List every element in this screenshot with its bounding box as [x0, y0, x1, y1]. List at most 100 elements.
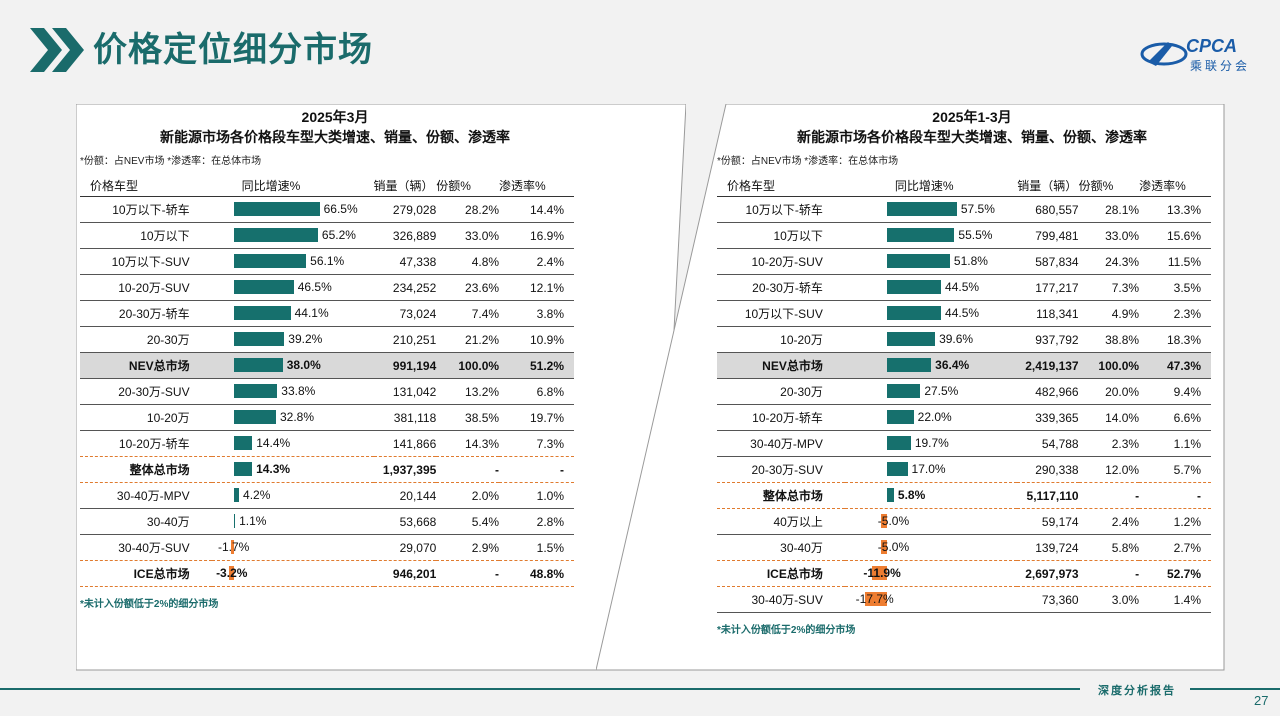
penetration-value: 6.8%	[499, 378, 574, 405]
table-row: 10-20万-SUV 46.5% 234,252 23.6% 12.1%	[80, 274, 574, 301]
bar-cell: 55.5%	[844, 222, 1018, 249]
row-label: 10万以下-SUV	[80, 248, 212, 275]
growth-bar	[233, 488, 240, 502]
page-number: 27	[1254, 693, 1269, 708]
sales-value: 139,724	[1017, 534, 1079, 561]
share-value: 4.9%	[1078, 300, 1140, 327]
column-header-share: 份额%	[436, 174, 500, 197]
growth-label: -1.7%	[218, 540, 250, 554]
growth-bar	[231, 540, 234, 554]
penetration-value: 16.9%	[499, 222, 574, 249]
bar-cell: 32.8%	[211, 404, 374, 431]
table-row: 10-20万-SUV 51.8% 587,834 24.3% 11.5%	[717, 248, 1211, 275]
growth-bar	[886, 436, 911, 450]
sales-value: 381,118	[373, 404, 437, 431]
penetration-value: 10.9%	[499, 326, 574, 353]
table-row: 30-40万-MPV 4.2% 20,144 2.0% 1.0%	[80, 482, 574, 509]
table-row: 10万以下-轿车 66.5% 279,028 28.2% 14.4%	[80, 196, 574, 223]
row-label: 30-40万-SUV	[717, 586, 845, 613]
growth-bar	[233, 202, 320, 216]
row-label: ICE总市场	[80, 560, 212, 587]
table-row: 20-30万-轿车 44.5% 177,217 7.3% 3.5%	[717, 274, 1211, 301]
chart-note: *份额：占NEV市场 *渗透率：在总体市场	[717, 156, 899, 167]
penetration-value: 7.3%	[499, 430, 574, 457]
sales-value: 946,201	[373, 560, 437, 587]
penetration-value: 1.0%	[499, 482, 574, 509]
bar-cell: 66.5%	[211, 196, 374, 223]
sales-value: 73,024	[373, 300, 437, 327]
bar-cell: 33.8%	[211, 378, 374, 405]
bar-cell: -5.0%	[844, 534, 1018, 561]
sales-value: 991,194	[373, 352, 437, 379]
growth-label: 66.5%	[323, 202, 358, 216]
sales-value: 937,792	[1017, 326, 1079, 353]
growth-bar	[233, 358, 283, 372]
share-value: 38.5%	[436, 404, 500, 431]
share-value: 23.6%	[436, 274, 500, 301]
table-row: 10万以下 65.2% 326,889 33.0% 16.9%	[80, 222, 574, 249]
growth-label: 38.0%	[286, 358, 321, 372]
bar-cell: 39.6%	[844, 326, 1018, 353]
row-label: 10万以下	[717, 222, 845, 249]
column-header-name: 价格车型	[80, 174, 212, 197]
share-value: 2.4%	[1078, 508, 1140, 535]
row-label: 20-30万-SUV	[80, 378, 212, 405]
row-label: 10万以下	[80, 222, 212, 249]
row-label: 10-20万-轿车	[80, 430, 212, 457]
growth-bar	[886, 280, 942, 294]
row-label: NEV总市场	[717, 352, 845, 379]
table-body: 10万以下-轿车 66.5% 279,028 28.2% 14.4% 10万以下 65.2%…	[80, 196, 574, 587]
growth-bar	[233, 280, 294, 294]
chart-footnote: *未计入份额低于2%的细分市场	[80, 599, 219, 610]
sales-value: 131,042	[373, 378, 437, 405]
chart-title: 2025年3月	[301, 109, 369, 125]
row-label: 20-30万-SUV	[717, 456, 845, 483]
growth-label: 19.7%	[914, 436, 949, 450]
row-label: 10-20万-轿车	[717, 404, 845, 431]
sales-value: 29,070	[373, 534, 437, 561]
growth-label: -5.0%	[877, 514, 910, 528]
growth-label: 4.2%	[243, 488, 271, 502]
growth-label: -17.7%	[855, 592, 894, 606]
row-label: 20-30万-轿车	[80, 300, 212, 327]
growth-label: 17.0%	[911, 462, 946, 476]
bar-cell: 44.5%	[844, 300, 1018, 327]
penetration-value: 13.3%	[1139, 196, 1211, 223]
table-row: NEV总市场 36.4% 2,419,137 100.0% 47.3%	[717, 352, 1211, 379]
share-value: 13.2%	[436, 378, 500, 405]
bar-cell: 1.1%	[211, 508, 374, 535]
growth-bar	[886, 358, 932, 372]
table-row: 整体总市场 5.8% 5,117,110- -	[717, 482, 1211, 509]
table-row: 10万以下 55.5% 799,481 33.0% 15.6%	[717, 222, 1211, 249]
row-label: 10万以下-轿车	[717, 196, 845, 223]
growth-label: 33.8%	[281, 384, 316, 398]
growth-bar	[233, 306, 291, 320]
bar-cell: 17.0%	[844, 456, 1018, 483]
bar-cell: 44.1%	[211, 300, 374, 327]
bar-cell: 27.5%	[844, 378, 1018, 405]
row-label: 10-20万	[717, 326, 845, 353]
row-label: 30-40万	[80, 508, 212, 535]
table-row: 10-20万 39.6% 937,792 38.8% 18.3%	[717, 326, 1211, 353]
table-row: 10万以下-轿车 57.5% 680,557 28.1% 13.3%	[717, 196, 1211, 223]
table-row: 10-20万 32.8% 381,118 38.5% 19.7%	[80, 404, 574, 431]
growth-bar	[886, 410, 914, 424]
sales-value: 587,834	[1017, 248, 1079, 275]
share-value: 2.9%	[436, 534, 500, 561]
growth-label: 14.3%	[256, 462, 291, 476]
sales-value: 326,889	[373, 222, 437, 249]
sales-value: 177,217	[1017, 274, 1079, 301]
share-value: 20.0%	[1078, 378, 1140, 405]
footer-divider	[1190, 688, 1280, 690]
column-header-sales: 销量（辆）	[373, 174, 437, 197]
share-value: 14.0%	[1078, 404, 1140, 431]
growth-bar	[880, 514, 887, 528]
table-row: 20-30万 27.5% 482,966 20.0% 9.4%	[717, 378, 1211, 405]
sales-value: 53,668	[373, 508, 437, 535]
share-value: 100.0%	[1078, 352, 1140, 379]
row-label: 30-40万-MPV	[717, 430, 845, 457]
chart-title: 2025年1-3月	[932, 109, 1012, 125]
table-row: 20-30万-轿车 44.1% 73,024 7.4% 3.8%	[80, 300, 574, 327]
bar-cell: 65.2%	[211, 222, 374, 249]
growth-label: 55.5%	[958, 228, 993, 242]
